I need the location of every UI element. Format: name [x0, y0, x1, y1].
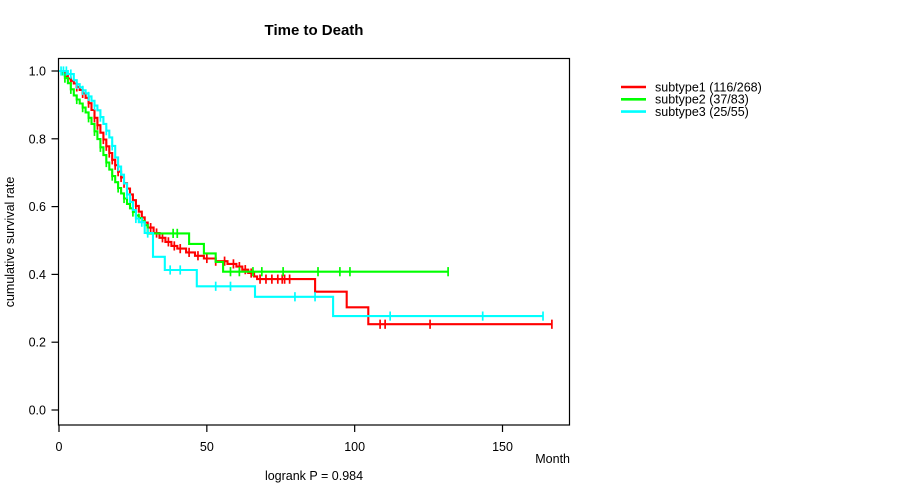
legend-label-subtype2: subtype2 (37/83) — [655, 93, 749, 107]
logrank-pvalue: logrank P = 0.984 — [265, 469, 363, 483]
censor-marks-subtype3 — [60, 66, 544, 321]
censor-marks-subtype2 — [64, 73, 449, 277]
y-axis-label: cumulative survival rate — [3, 177, 17, 308]
legend-label-subtype1: subtype1 (116/268) — [655, 80, 762, 94]
x-tick-label: 100 — [344, 440, 365, 454]
chart-title: Time to Death — [265, 22, 364, 39]
legend-entry-subtype3: subtype3 (25/55) — [621, 105, 749, 119]
y-tick-label: 0.6 — [29, 200, 46, 214]
y-tick-label: 0.2 — [29, 336, 46, 350]
x-axis-month-label: Month — [535, 452, 570, 466]
y-tick-label: 1.0 — [29, 65, 46, 79]
y-tick-label: 0.8 — [29, 132, 46, 146]
y-tick-label: 0.0 — [29, 404, 46, 418]
survival-curves — [59, 66, 553, 329]
curve-subtype1 — [59, 69, 552, 326]
legend-entry-subtype1: subtype1 (116/268) — [621, 80, 762, 94]
legend: subtype1 (116/268)subtype2 (37/83)subtyp… — [621, 80, 762, 119]
plot-box — [57, 57, 571, 426]
censor-marks-subtype1 — [69, 76, 553, 329]
plot-axes: 0 50 100 150 0.0 0.2 0.4 0.6 0.8 1.0 — [29, 57, 571, 454]
x-tick-label: 50 — [200, 440, 214, 454]
legend-entry-subtype2: subtype2 (37/83) — [621, 93, 749, 107]
y-tick-label: 0.4 — [29, 268, 46, 282]
x-tick-label: 0 — [56, 440, 63, 454]
x-tick-label: 150 — [492, 440, 513, 454]
legend-label-subtype3: subtype3 (25/55) — [655, 105, 749, 119]
